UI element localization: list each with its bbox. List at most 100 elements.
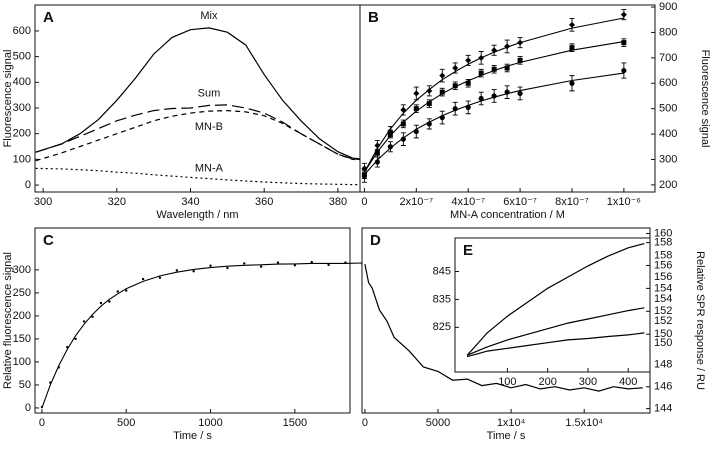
x-tick-label: 1x10⁴ (497, 417, 526, 429)
marker (621, 40, 627, 46)
y2-tick-label: 154 (654, 282, 672, 294)
y-tick-label: 825 (433, 321, 451, 333)
x-tick-label: 1x10⁻⁶ (607, 196, 641, 208)
marker (517, 90, 523, 97)
y-tick-label: 154 (654, 293, 672, 305)
y-tick-label: 600 (13, 25, 31, 37)
x-tick-label: 320 (108, 196, 126, 208)
marker (568, 21, 575, 28)
y2-tick-label: 156 (654, 259, 672, 271)
marker (66, 345, 69, 349)
x-tick-label: 200 (538, 376, 556, 388)
marker (478, 70, 484, 76)
marker (374, 142, 381, 149)
y-tick-label: 156 (654, 271, 672, 283)
marker (491, 47, 498, 54)
marker (465, 80, 471, 86)
y-tick-label: 300 (13, 102, 31, 114)
y-axis-title: Relative SPR response / RU (694, 251, 706, 390)
y-tick-label: 0 (25, 179, 31, 191)
marker (452, 106, 458, 112)
marker (426, 87, 433, 94)
marker (413, 90, 420, 97)
marker (478, 54, 485, 61)
y-axis-title: Relative fluorescence signal (2, 252, 14, 389)
marker (125, 289, 128, 292)
x-tick-label: 0 (39, 417, 45, 429)
x-tick-label: 1000 (198, 417, 222, 429)
y-tick-label: 148 (654, 359, 672, 371)
marker (99, 301, 103, 305)
y-tick-label: 200 (13, 128, 31, 140)
marker (569, 80, 575, 86)
marker (517, 57, 523, 63)
x-axis-title: Time / s (487, 430, 526, 442)
marker (276, 261, 280, 264)
marker (452, 83, 458, 89)
marker (141, 277, 145, 281)
marker (192, 270, 195, 273)
y-tick-label: 152 (654, 315, 672, 327)
panel-frame (34, 227, 351, 414)
x-tick-label: 300 (34, 196, 52, 208)
y-tick-label: 200 (659, 179, 677, 191)
y-tick-label: 250 (13, 287, 31, 299)
y-tick-label: 300 (13, 264, 31, 276)
y-tick-label: 144 (654, 403, 672, 415)
panel-label: B (368, 9, 379, 26)
x-tick-label: 340 (181, 196, 199, 208)
marker (226, 266, 229, 270)
x-tick-label: 5000 (426, 417, 450, 429)
marker (504, 65, 510, 71)
marker (478, 95, 484, 102)
marker (374, 150, 380, 156)
x-axis-title: Time / s (173, 430, 212, 442)
y-tick-label: 158 (654, 249, 672, 261)
marker (387, 131, 393, 137)
marker (374, 159, 380, 165)
series-label: Mix (200, 10, 218, 22)
y2-tick-label: 150 (654, 328, 672, 340)
panel: B 0 2x10⁻⁷ 4x10⁻⁷ 6x10⁻⁷ 8x10⁻⁷ 1x10⁻⁶ 200 300 40… (359, 1, 711, 221)
y-tick-label: 0 (25, 402, 31, 414)
marker (439, 72, 446, 79)
x-tick-label: 360 (255, 196, 273, 208)
y-tick-label: 700 (659, 52, 677, 64)
marker (465, 57, 472, 64)
y-tick-label: 400 (13, 76, 31, 88)
line (466, 243, 645, 356)
x-axis-title: MN-A concentration / M (450, 209, 565, 221)
marker (387, 144, 393, 150)
marker (209, 264, 212, 267)
y-tick-label: 600 (659, 77, 677, 89)
x-tick-label: 380 (329, 196, 347, 208)
line (466, 307, 645, 356)
marker (413, 106, 419, 112)
x-tick-label: 300 (579, 376, 597, 388)
marker (158, 276, 162, 279)
marker (491, 66, 497, 72)
panel: A 300 320 340 360 380 0 100 200 300 400 500 600 Wavel… (2, 4, 361, 221)
y-axis-title: Fluorescence signal (699, 50, 711, 148)
marker (517, 39, 524, 46)
marker (620, 11, 627, 18)
y-tick-label: 800 (659, 26, 677, 38)
x-tick-label: 1500 (283, 417, 307, 429)
marker (361, 173, 368, 179)
marker (327, 263, 330, 267)
x-tick-label: 100 (498, 376, 516, 388)
y-tick-label: 400 (659, 128, 677, 140)
marker (400, 106, 407, 113)
x-tick-label: 8x10⁻⁷ (555, 196, 589, 208)
x-tick-label: 0 (362, 417, 368, 429)
y-tick-label: 845 (433, 265, 451, 277)
marker (439, 114, 445, 121)
marker (400, 136, 406, 142)
series-label: MN-A (195, 163, 224, 175)
marker (310, 260, 313, 264)
y-tick-label: 500 (13, 51, 31, 63)
marker (491, 93, 497, 99)
x-tick-label: 400 (619, 376, 637, 388)
marker (293, 264, 297, 267)
panel-label: C (43, 232, 54, 249)
